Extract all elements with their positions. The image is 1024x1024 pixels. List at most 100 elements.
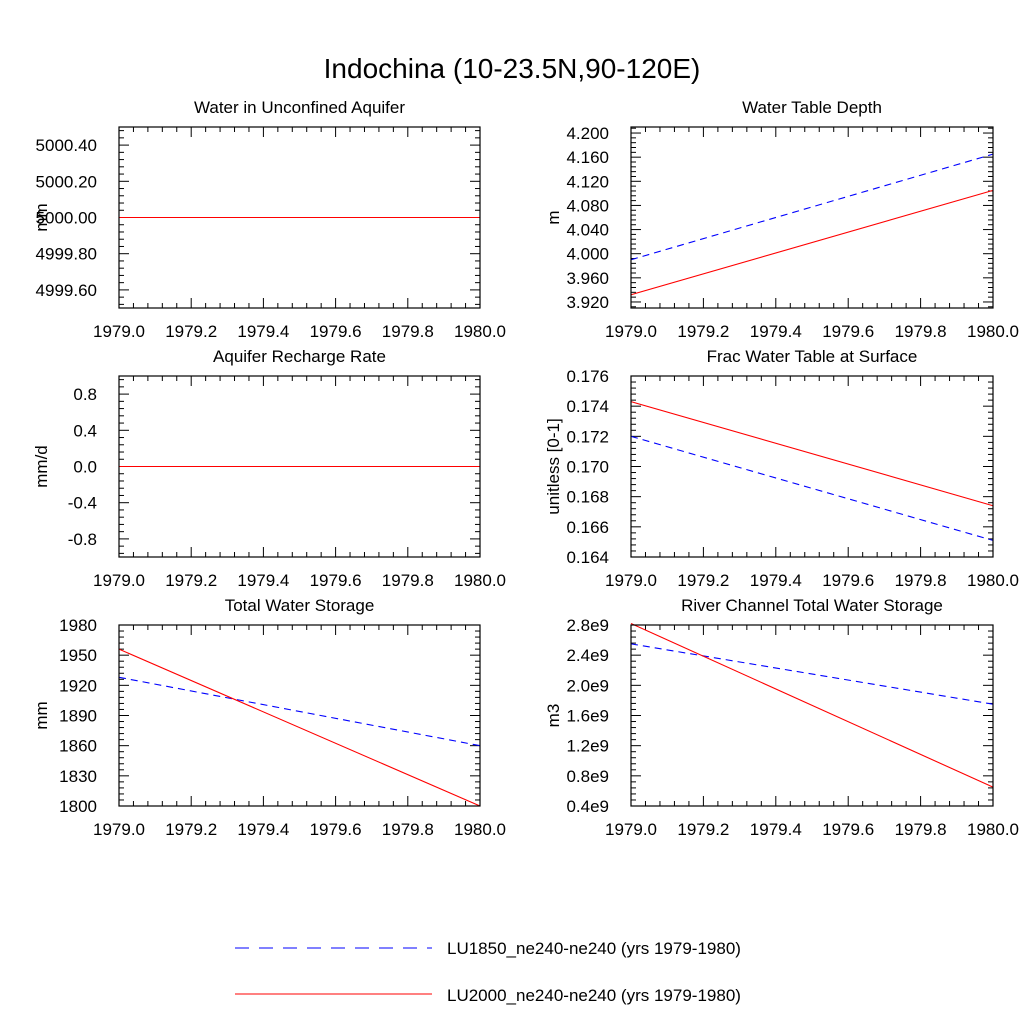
y-tick-label: 4999.60	[36, 281, 97, 300]
y-tick-label: 4.000	[566, 245, 609, 264]
y-tick-label: 5000.40	[36, 136, 97, 155]
series-line-lu2000	[630, 622, 994, 788]
x-tick-label: 1979.0	[93, 820, 145, 839]
y-tick-label: 0.8e9	[566, 767, 609, 786]
x-tick-label: 1980.0	[967, 322, 1019, 341]
y-tick-label: 4.160	[566, 148, 609, 167]
panel-title: Aquifer Recharge Rate	[213, 347, 386, 366]
x-tick-label: 1979.8	[895, 820, 947, 839]
x-tick-label: 1979.4	[750, 820, 802, 839]
figure-title: Indochina (10-23.5N,90-120E)	[324, 53, 701, 84]
y-tick-label: 2.0e9	[566, 676, 609, 695]
legend-label-lu2000: LU2000_ne240-ne240 (yrs 1979-1980)	[447, 986, 741, 1005]
series-line-lu1850	[630, 643, 994, 705]
x-tick-label: 1979.6	[822, 571, 874, 590]
x-tick-label: 1979.6	[822, 820, 874, 839]
y-tick-label: 1890	[59, 707, 97, 726]
y-tick-label: 1.2e9	[566, 737, 609, 756]
x-tick-label: 1979.4	[237, 322, 289, 341]
y-tick-label: 1950	[59, 646, 97, 665]
series-line-lu1850	[630, 435, 994, 541]
panel-title: Water Table Depth	[742, 98, 882, 117]
x-tick-label: 1980.0	[967, 571, 1019, 590]
x-tick-label: 1979.0	[605, 322, 657, 341]
series-line-lu1850	[118, 676, 481, 747]
x-tick-label: 1979.8	[895, 571, 947, 590]
y-tick-label: 2.4e9	[566, 646, 609, 665]
y-tick-label: -0.8	[68, 530, 97, 549]
x-tick-label: 1979.4	[237, 571, 289, 590]
y-tick-label: 5000.00	[36, 209, 97, 228]
y-tick-label: 1.6e9	[566, 707, 609, 726]
x-tick-label: 1979.0	[93, 571, 145, 590]
plot-frame	[630, 126, 994, 309]
x-tick-label: 1979.4	[750, 322, 802, 341]
y-tick-label: 5000.20	[36, 172, 97, 191]
series-line-lu2000	[118, 648, 481, 807]
x-tick-label: 1979.4	[237, 820, 289, 839]
plot-frame	[118, 375, 481, 558]
x-tick-label: 1979.4	[750, 571, 802, 590]
series-line-lu2000	[630, 189, 994, 296]
x-tick-label: 1979.2	[165, 571, 217, 590]
x-tick-label: 1979.2	[677, 820, 729, 839]
y-axis-label: mm	[32, 203, 51, 231]
y-tick-label: 4.080	[566, 196, 609, 215]
plot-frame	[118, 126, 481, 309]
x-tick-label: 1979.6	[310, 820, 362, 839]
y-tick-label: 0.164	[566, 548, 609, 567]
panel-title: Frac Water Table at Surface	[707, 347, 918, 366]
y-tick-label: 0.176	[566, 367, 609, 386]
legend: LU1850_ne240-ne240 (yrs 1979-1980) LU200…	[235, 939, 741, 1005]
y-tick-label: 1830	[59, 767, 97, 786]
series-line-lu1850	[630, 153, 994, 261]
x-tick-label: 1979.2	[677, 571, 729, 590]
y-axis-label: unitless [0-1]	[544, 418, 563, 514]
x-tick-label: 1979.8	[895, 322, 947, 341]
y-tick-label: 1920	[59, 676, 97, 695]
x-tick-label: 1979.0	[605, 571, 657, 590]
y-tick-label: 3.920	[566, 293, 609, 312]
y-tick-label: 0.8	[73, 385, 97, 404]
y-axis-label: m3	[544, 704, 563, 728]
y-tick-label: 3.960	[566, 269, 609, 288]
x-tick-label: 1979.6	[310, 322, 362, 341]
y-axis-label: mm/d	[32, 445, 51, 488]
x-tick-label: 1980.0	[454, 820, 506, 839]
y-tick-label: 0.172	[566, 427, 609, 446]
y-tick-label: 4.040	[566, 221, 609, 240]
x-tick-label: 1979.0	[605, 820, 657, 839]
y-tick-label: 1800	[59, 797, 97, 816]
panel-4: Frac Water Table at Surface unitless [0-1…	[544, 347, 1019, 590]
panel-3: Aquifer Recharge Rate mm/d 1979.0 1979.2 197…	[32, 347, 506, 590]
plot-frame	[118, 624, 481, 807]
y-tick-label: 4.200	[566, 124, 609, 143]
panel-5: Total Water Storage mm 1979.0 1979.2 1979.4 1…	[32, 596, 506, 839]
y-axis-label: mm	[32, 701, 51, 729]
x-tick-label: 1979.6	[822, 322, 874, 341]
x-tick-label: 1979.8	[382, 571, 434, 590]
y-tick-label: 2.8e9	[566, 616, 609, 635]
y-tick-label: 1980	[59, 616, 97, 635]
y-tick-label: 0.174	[566, 397, 609, 416]
y-tick-label: 0.168	[566, 488, 609, 507]
x-tick-label: 1979.6	[310, 571, 362, 590]
panel-2: Water Table Depth m 1979.0 1979.2 1979.4 1979…	[544, 98, 1019, 341]
x-tick-label: 1979.8	[382, 322, 434, 341]
y-axis-label: m	[544, 210, 563, 224]
y-tick-label: 4999.80	[36, 245, 97, 264]
y-tick-label: 0.166	[566, 518, 609, 537]
panel-6: River Channel Total Water Storage m3 1979.…	[544, 596, 1019, 839]
y-tick-label: 0.170	[566, 458, 609, 477]
y-tick-label: 0.4e9	[566, 797, 609, 816]
x-tick-label: 1979.8	[382, 820, 434, 839]
x-tick-label: 1979.0	[93, 322, 145, 341]
legend-label-lu1850: LU1850_ne240-ne240 (yrs 1979-1980)	[447, 939, 741, 958]
y-tick-label: 1860	[59, 737, 97, 756]
panel-title: Water in Unconfined Aquifer	[194, 98, 405, 117]
x-tick-label: 1979.2	[677, 322, 729, 341]
panel-1: Water in Unconfined Aquifer mm 1979.0 1979.…	[32, 98, 506, 341]
panel-title: River Channel Total Water Storage	[681, 596, 943, 615]
y-tick-label: 4.120	[566, 172, 609, 191]
x-tick-label: 1980.0	[454, 571, 506, 590]
